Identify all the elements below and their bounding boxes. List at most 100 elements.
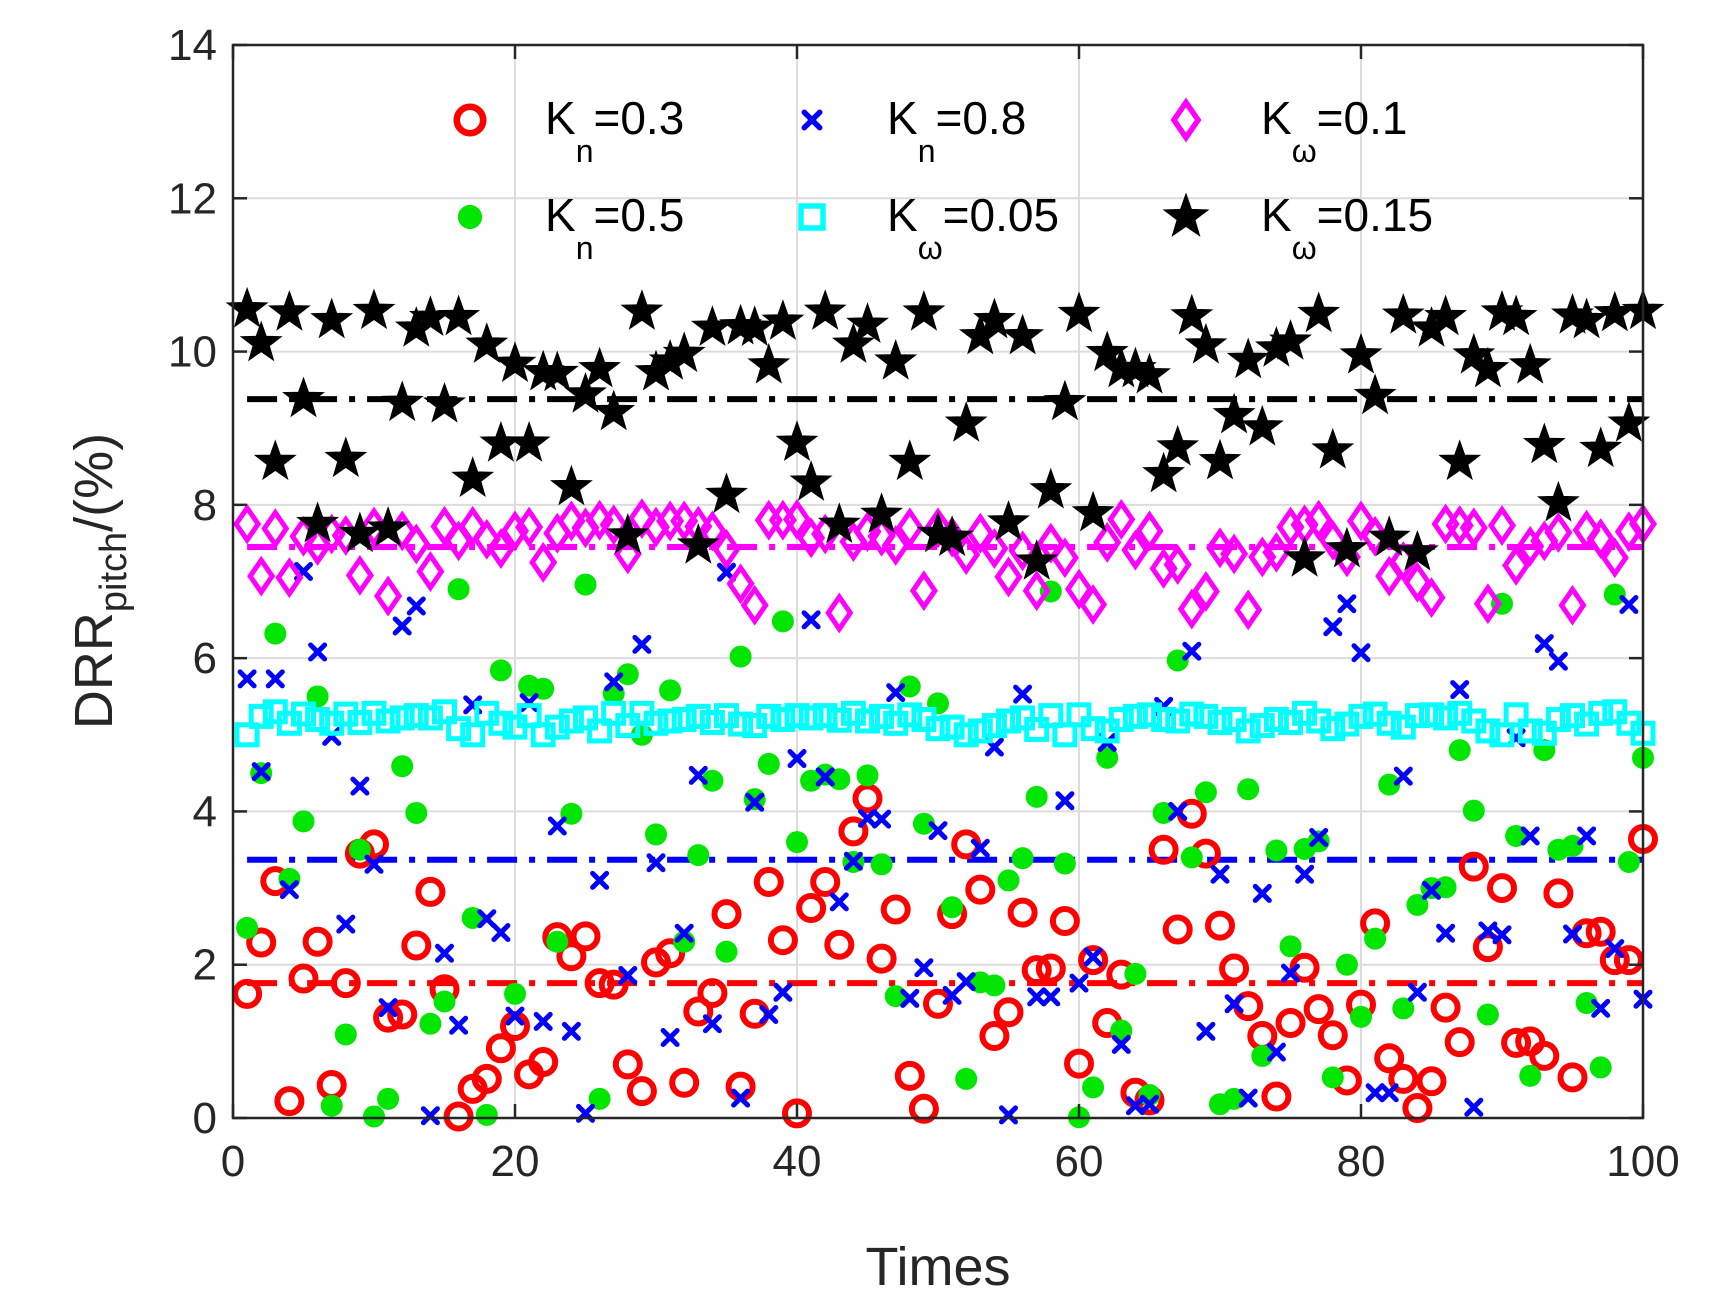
point-square bbox=[756, 703, 782, 729]
x-tick-label: 80 bbox=[1337, 1137, 1386, 1186]
point-star bbox=[1381, 292, 1425, 334]
point-diamond bbox=[430, 505, 459, 547]
point-square bbox=[657, 708, 683, 734]
point-square bbox=[291, 701, 316, 727]
point-x bbox=[1605, 939, 1625, 959]
point-x bbox=[1210, 864, 1230, 884]
point-circle bbox=[753, 866, 784, 897]
point-diamond bbox=[247, 555, 276, 597]
point-x bbox=[547, 816, 567, 836]
point-circle bbox=[796, 892, 827, 923]
point-x bbox=[364, 854, 384, 874]
point-x bbox=[773, 982, 793, 1002]
point-dot bbox=[757, 752, 780, 775]
point-diamond bbox=[1304, 499, 1333, 541]
point-star bbox=[437, 294, 481, 336]
point-star bbox=[592, 389, 636, 431]
point-dot bbox=[236, 916, 259, 939]
point-star bbox=[817, 502, 861, 544]
point-x bbox=[872, 809, 892, 829]
point-dot bbox=[983, 974, 1006, 997]
point-square bbox=[996, 708, 1021, 734]
point-x bbox=[1351, 643, 1371, 663]
point-x bbox=[660, 1028, 680, 1048]
point-diamond bbox=[1079, 584, 1108, 625]
point-x bbox=[1252, 883, 1272, 903]
point-dot bbox=[546, 930, 569, 953]
point-diamond bbox=[1318, 519, 1347, 561]
point-square bbox=[1249, 713, 1275, 739]
point-dot bbox=[1617, 851, 1640, 874]
point-square bbox=[544, 714, 570, 740]
point-square bbox=[1207, 710, 1233, 736]
point-dot bbox=[1335, 953, 1358, 976]
point-x bbox=[1013, 684, 1033, 704]
point-square bbox=[1517, 718, 1543, 744]
point-star bbox=[1339, 332, 1383, 374]
legend-label: Kn=0.3 bbox=[545, 92, 684, 169]
point-square bbox=[699, 710, 725, 736]
point-star bbox=[1522, 422, 1566, 464]
point-dot bbox=[645, 823, 667, 846]
point-circle bbox=[1430, 992, 1461, 1023]
point-x bbox=[420, 1106, 440, 1126]
point-circle bbox=[1317, 1020, 1348, 1051]
point-circle bbox=[1148, 834, 1179, 865]
point-diamond bbox=[909, 570, 938, 612]
point-square bbox=[953, 722, 979, 748]
point-star bbox=[606, 513, 650, 554]
point-x bbox=[435, 943, 454, 963]
legend-marker-x bbox=[801, 109, 823, 131]
point-circle bbox=[1078, 945, 1109, 976]
point-x bbox=[843, 851, 863, 871]
point-diamond bbox=[712, 528, 741, 570]
point-circle bbox=[1416, 1066, 1447, 1097]
point-star bbox=[324, 436, 368, 478]
point-star bbox=[1565, 297, 1609, 339]
point-x bbox=[731, 1088, 751, 1108]
point-x bbox=[1281, 963, 1300, 983]
point-dot bbox=[447, 578, 470, 601]
y-tick-label: 2 bbox=[193, 941, 217, 990]
point-star bbox=[1466, 346, 1510, 388]
series-Kω=0.05 bbox=[234, 699, 1656, 748]
point-square bbox=[1475, 718, 1501, 744]
legend-marker-dot bbox=[457, 204, 483, 230]
point-x bbox=[1224, 994, 1244, 1014]
point-square bbox=[460, 722, 486, 748]
point-square bbox=[1433, 705, 1459, 731]
legend-marker-diamond bbox=[1170, 97, 1202, 143]
point-diamond bbox=[1346, 500, 1376, 542]
point-x bbox=[759, 1005, 779, 1025]
point-diamond bbox=[1191, 571, 1220, 612]
point-dot bbox=[1603, 583, 1626, 606]
y-tick-label: 6 bbox=[193, 634, 217, 683]
point-square bbox=[981, 713, 1007, 739]
point-dot bbox=[1392, 997, 1415, 1020]
point-dot bbox=[377, 1087, 400, 1110]
x-tick-label: 100 bbox=[1606, 1137, 1679, 1186]
point-square bbox=[1052, 722, 1078, 748]
point-diamond bbox=[1022, 570, 1051, 612]
point-square bbox=[798, 705, 824, 731]
point-x bbox=[336, 914, 356, 934]
point-star bbox=[310, 297, 354, 339]
point-square bbox=[558, 708, 584, 734]
point-square bbox=[1165, 708, 1191, 734]
point-dot bbox=[1053, 852, 1076, 875]
point-diamond bbox=[641, 506, 671, 548]
series-Kn=0.3 bbox=[232, 783, 1658, 1132]
point-diamond bbox=[895, 507, 924, 549]
point-circle bbox=[1064, 1048, 1094, 1079]
point-x bbox=[237, 669, 257, 689]
point-circle bbox=[655, 938, 686, 969]
point-star bbox=[1395, 529, 1439, 571]
point-dot bbox=[1476, 1003, 1499, 1026]
point-x bbox=[1379, 1083, 1399, 1103]
point-circle bbox=[288, 963, 319, 994]
x-tick-label: 40 bbox=[773, 1137, 822, 1186]
point-star bbox=[1001, 313, 1045, 355]
point-star bbox=[535, 350, 579, 392]
point-dot bbox=[574, 573, 597, 596]
point-square bbox=[1531, 720, 1557, 746]
